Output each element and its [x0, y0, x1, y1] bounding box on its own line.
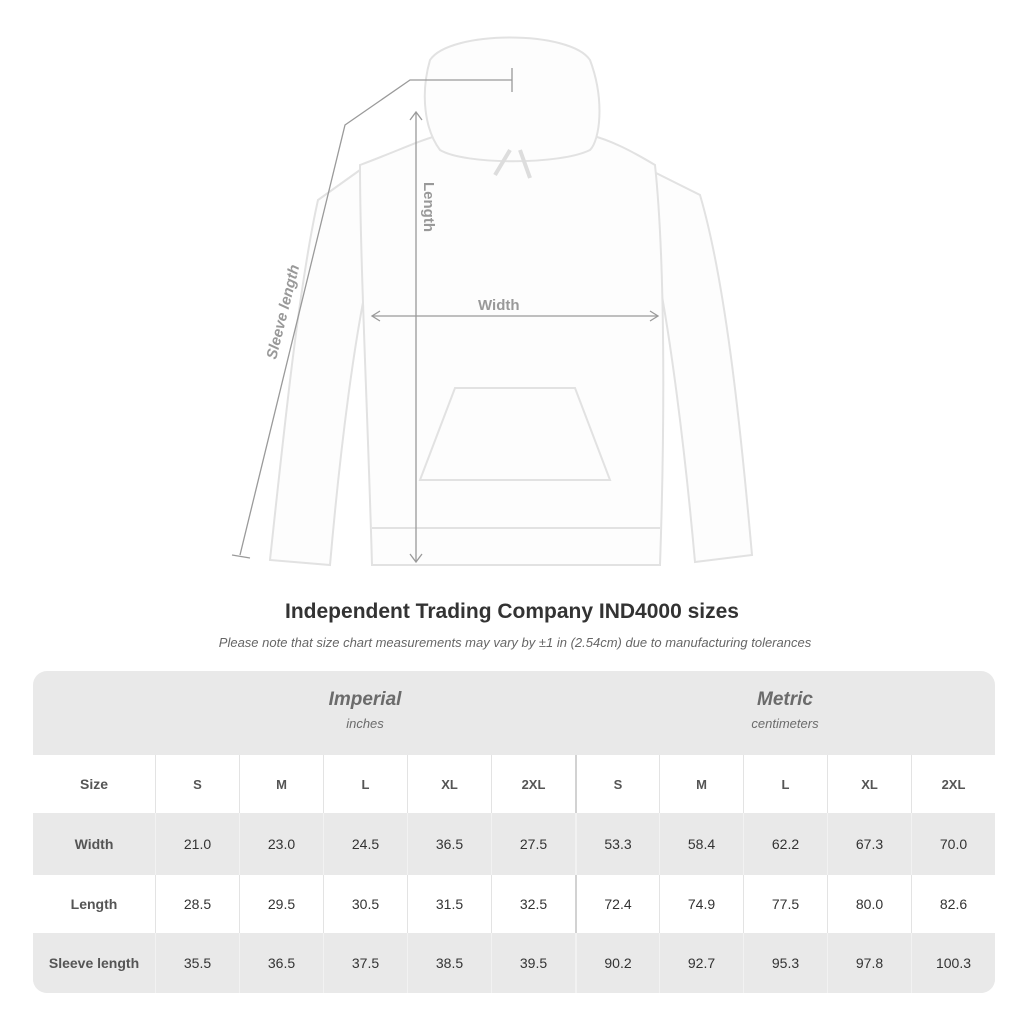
table-cell: 36.5 — [239, 933, 323, 993]
hoodie-hood — [423, 36, 601, 163]
hoodie-body — [358, 134, 665, 566]
size-column-header: 2XL — [911, 755, 995, 813]
imperial-label: Imperial — [328, 689, 402, 710]
row-label: Sleeve length — [48, 955, 140, 971]
size-column-header: M — [659, 755, 743, 813]
size-column-header: XL — [407, 755, 491, 813]
row-label: Width — [74, 836, 114, 852]
table-cell: 74.9 — [659, 875, 743, 933]
table-cell: 38.5 — [407, 933, 491, 993]
table-row: Width 21.0 23.0 24.5 36.5 27.5 53.3 58.4 62.2 67.… — [33, 813, 995, 875]
table-cell: 39.5 — [491, 933, 575, 993]
table-cell: 100.3 — [911, 933, 995, 993]
size-column-header: S — [155, 755, 239, 813]
table-cell: 62.2 — [743, 813, 827, 875]
size-column-header: L — [743, 755, 827, 813]
metric-unit: centimeters — [751, 716, 819, 731]
imperial-header: Imperial inches — [155, 671, 575, 755]
table-cell: 37.5 — [323, 933, 407, 993]
table-cell: 80.0 — [827, 875, 911, 933]
size-column-header: L — [323, 755, 407, 813]
table-cell: 67.3 — [827, 813, 911, 875]
size-header: Size — [79, 776, 108, 792]
table-cell: 95.3 — [743, 933, 827, 993]
size-column-header: 2XL — [491, 755, 575, 813]
table-cell: 58.4 — [659, 813, 743, 875]
metric-header: Metric centimeters — [575, 671, 995, 755]
table-cell: 77.5 — [743, 875, 827, 933]
table-cell: 36.5 — [407, 813, 491, 875]
size-table: Imperial inches Metric centimeters Size … — [33, 671, 995, 993]
size-column-header: XL — [827, 755, 911, 813]
table-cell: 53.3 — [575, 813, 659, 875]
size-column-header: M — [239, 755, 323, 813]
table-cell: 35.5 — [155, 933, 239, 993]
imperial-unit: inches — [346, 716, 384, 731]
table-cell: 92.7 — [659, 933, 743, 993]
table-cell: 90.2 — [575, 933, 659, 993]
hoodie-pocket — [418, 387, 612, 481]
hoodie-illustration: Length Width Sleeve length — [231, 36, 754, 567]
table-cell: 30.5 — [323, 875, 407, 933]
metric-label: Metric — [757, 689, 813, 710]
table-cell: 24.5 — [323, 813, 407, 875]
table-cell: 31.5 — [407, 875, 491, 933]
row-label: Length — [70, 896, 118, 912]
hoodie-sleeve-left — [268, 168, 374, 567]
table-cell: 72.4 — [575, 875, 659, 933]
table-cell: 29.5 — [239, 875, 323, 933]
table-cell: 32.5 — [491, 875, 575, 933]
drawstring — [493, 148, 532, 179]
table-cell: 97.8 — [827, 933, 911, 993]
table-row: Length 28.5 29.5 30.5 31.5 32.5 72.4 74.9 77.5 80… — [33, 875, 995, 933]
hoodie-sleeve-right — [648, 168, 754, 564]
page-title: Independent Trading Company IND4000 size… — [285, 600, 739, 623]
width-label: Width — [478, 297, 520, 314]
table-row: Sleeve length 35.5 36.5 37.5 38.5 39.5 90.2 92.… — [33, 933, 995, 993]
length-label: Length — [420, 182, 437, 232]
size-row: Size S M L XL 2XL S M L XL 2XL — [33, 755, 995, 813]
size-column-header: S — [575, 755, 659, 813]
table-cell: 21.0 — [155, 813, 239, 875]
table-cell: 23.0 — [239, 813, 323, 875]
sleeve-measure-line — [239, 79, 512, 556]
table-cell: 28.5 — [155, 875, 239, 933]
table-cell: 27.5 — [491, 813, 575, 875]
tolerance-note: Please note that size chart measurements… — [218, 635, 812, 650]
table-cell: 82.6 — [911, 875, 995, 933]
table-cell: 70.0 — [911, 813, 995, 875]
